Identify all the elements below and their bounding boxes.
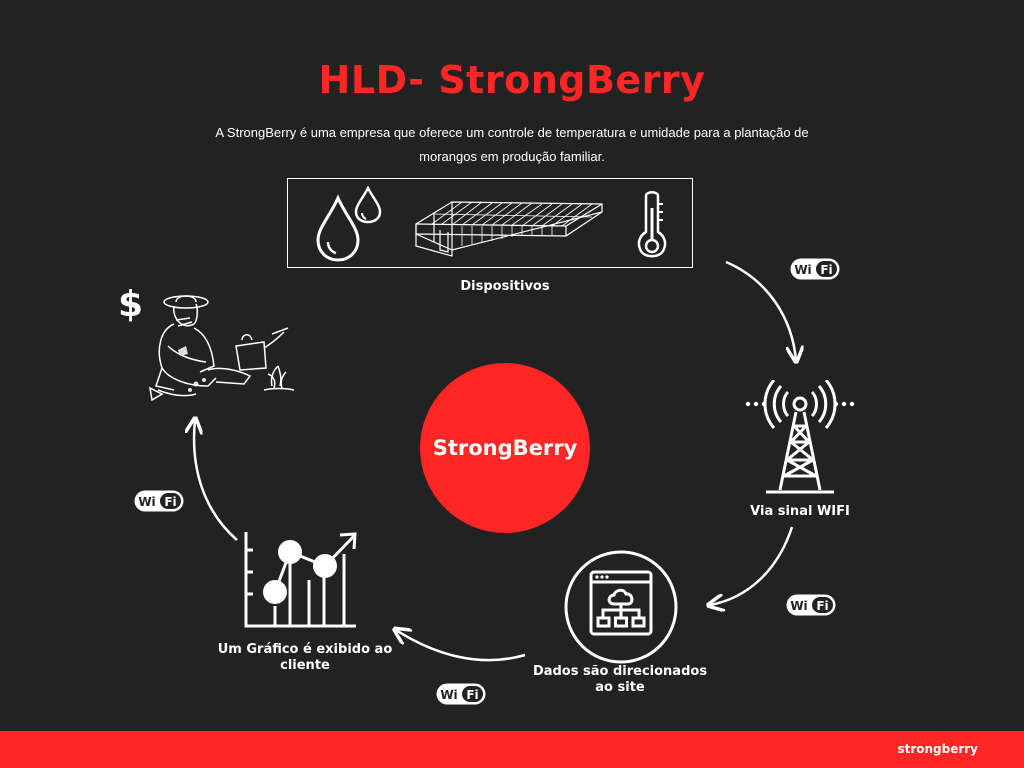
- wifi-signal-label: Via sinal WIFI: [750, 504, 850, 519]
- data-redirect-label: Dados são direcionados ao site: [532, 664, 708, 695]
- svg-text:Fi: Fi: [816, 599, 828, 613]
- arrow-graph-to-farmer: [194, 420, 238, 541]
- svg-text:Fi: Fi: [164, 495, 176, 509]
- farmer-icon: [149, 295, 295, 402]
- page-title: HLD- StrongBerry: [318, 58, 706, 102]
- center-label: StrongBerry: [432, 436, 578, 460]
- svg-text:Wi: Wi: [790, 599, 807, 613]
- page-subtitle: A StrongBerry é uma empresa que oferece …: [215, 125, 809, 164]
- wifi-badge-icon: Wi Fi: [790, 258, 840, 280]
- water-drops-icon: [316, 186, 382, 262]
- graph-label: Um Gráfico é exibido ao cliente: [217, 642, 393, 673]
- center-circle: [420, 363, 590, 533]
- arrow-site-to-graph: [396, 630, 526, 662]
- footer-bar: [0, 731, 1024, 768]
- footer-brand: strongberry: [897, 742, 978, 756]
- devices-box: [287, 178, 693, 268]
- svg-text:Fi: Fi: [820, 263, 832, 277]
- greenhouse-icon: [415, 201, 603, 257]
- dollar-icon: $: [118, 284, 144, 325]
- svg-text:Wi: Wi: [440, 688, 457, 702]
- wifi-badge-icon: Wi Fi: [134, 490, 184, 512]
- website-network-icon: [564, 550, 678, 664]
- svg-text:Wi: Wi: [138, 495, 155, 509]
- svg-text:Fi: Fi: [466, 688, 478, 702]
- devices-label: Dispositivos: [460, 279, 550, 294]
- arrow-tower-to-site: [710, 526, 794, 605]
- wifi-badge-icon: Wi Fi: [786, 594, 836, 616]
- svg-text:Wi: Wi: [794, 263, 811, 277]
- wifi-badge-icon: Wi Fi: [436, 683, 486, 705]
- line-chart-icon: [244, 532, 357, 628]
- radio-tower-icon: [745, 380, 855, 494]
- arrow-devices-to-tower: [725, 260, 796, 360]
- thermometer-icon: [637, 191, 667, 258]
